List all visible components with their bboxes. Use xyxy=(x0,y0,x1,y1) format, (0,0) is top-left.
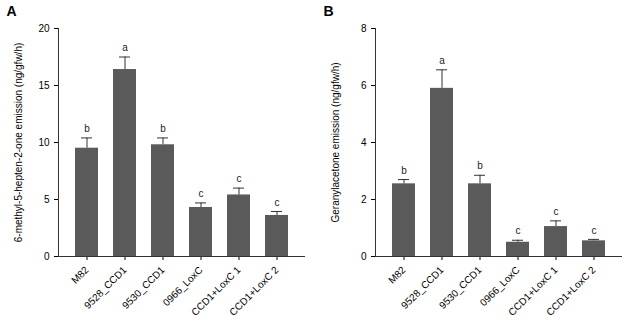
svg-text:4: 4 xyxy=(361,137,367,148)
svg-text:10: 10 xyxy=(38,137,50,148)
svg-text:a: a xyxy=(439,55,445,66)
svg-text:0: 0 xyxy=(44,251,50,262)
svg-text:b: b xyxy=(84,123,90,134)
svg-text:0966_LoxC: 0966_LoxC xyxy=(477,264,522,309)
svg-text:c: c xyxy=(554,206,559,217)
svg-text:9530_CCD1: 9530_CCD1 xyxy=(120,264,167,311)
svg-text:9528_CCD1: 9528_CCD1 xyxy=(399,264,446,311)
svg-text:Geranylacetone emission (ng/gf: Geranylacetone emission (ng/gfw/h) xyxy=(330,62,341,222)
svg-text:15: 15 xyxy=(38,80,50,91)
svg-text:b: b xyxy=(160,123,166,134)
svg-text:c: c xyxy=(199,188,204,199)
svg-text:a: a xyxy=(122,42,128,53)
svg-text:A: A xyxy=(7,3,17,19)
svg-text:0966_LoxC: 0966_LoxC xyxy=(160,264,205,309)
svg-text:M82: M82 xyxy=(386,264,408,286)
svg-text:c: c xyxy=(516,225,521,236)
svg-text:8: 8 xyxy=(361,23,367,34)
svg-text:c: c xyxy=(237,173,242,184)
svg-text:M82: M82 xyxy=(69,264,91,286)
svg-text:CCD1+LoxC 2: CCD1+LoxC 2 xyxy=(544,264,598,318)
svg-text:CCD1+LoxC 2: CCD1+LoxC 2 xyxy=(227,264,281,318)
svg-text:0: 0 xyxy=(361,251,367,262)
svg-text:c: c xyxy=(592,225,597,236)
svg-text:B: B xyxy=(324,3,334,19)
svg-text:9530_CCD1: 9530_CCD1 xyxy=(437,264,484,311)
svg-text:c: c xyxy=(275,197,280,208)
svg-text:6-methyl-5-hepten-2-one emissi: 6-methyl-5-hepten-2-one emission (ng/gfw… xyxy=(13,43,24,243)
svg-text:b: b xyxy=(477,160,483,171)
svg-text:CCD1+LoxC 1: CCD1+LoxC 1 xyxy=(189,264,243,318)
svg-text:b: b xyxy=(401,165,407,176)
svg-text:5: 5 xyxy=(44,194,50,205)
svg-text:CCD1+LoxC 1: CCD1+LoxC 1 xyxy=(506,264,560,318)
svg-text:6: 6 xyxy=(361,80,367,91)
svg-text:9528_CCD1: 9528_CCD1 xyxy=(82,264,129,311)
svg-text:2: 2 xyxy=(361,194,367,205)
svg-text:20: 20 xyxy=(38,23,50,34)
